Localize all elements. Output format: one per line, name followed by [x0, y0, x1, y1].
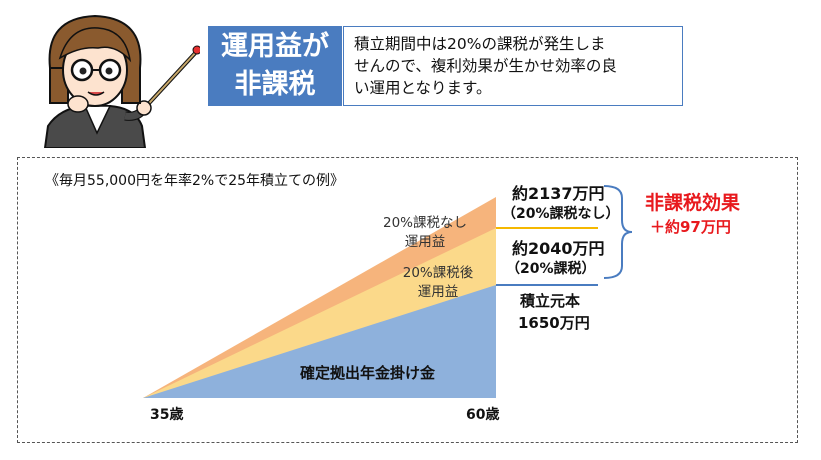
title-line-1: 運用益が — [221, 31, 329, 62]
axis-start-label: 35歳 — [150, 407, 184, 423]
description-box: 積立期間中は20%の課税が発生しま せんので、複利効果が生かせ効率の良 い運用と… — [343, 26, 683, 106]
taxed-gain-label: 20%課税後 運用益 — [398, 264, 478, 302]
title-box: 運用益が 非課税 — [208, 26, 342, 106]
effect-bracket — [603, 185, 633, 279]
title-line-2: 非課税 — [234, 69, 316, 100]
taxed-gain-label-line2: 運用益 — [417, 284, 459, 300]
effect-title: 非課税効果 — [645, 192, 741, 214]
axis-end-label: 60歳 — [466, 407, 500, 423]
taxed-note: （20%課税） — [506, 261, 596, 277]
untaxed-gain-label-line2: 運用益 — [404, 234, 446, 250]
principal-area — [143, 285, 496, 398]
untaxed-gain-label: 20%課税なし 運用益 — [380, 214, 470, 252]
principal-amount: 1650万円 — [518, 314, 590, 332]
untaxed-gain-label-line1: 20%課税なし — [382, 215, 467, 231]
teacher-illustration — [43, 14, 200, 148]
description-line: せんので、複利効果が生かせ効率の良 — [354, 57, 617, 75]
taxed-amount: 約2040万円 — [512, 239, 605, 258]
description-line: 積立期間中は20%の課税が発生しま — [354, 35, 606, 53]
effect-value: ＋約97万円 — [650, 218, 731, 236]
principal-area-label: 確定拠出年金掛け金 — [300, 364, 436, 382]
principal-title: 積立元本 — [520, 292, 581, 310]
example-title: 《毎月55,000円を年率2%で25年積立ての例》 — [45, 173, 345, 189]
description-line: い運用となります。 — [354, 79, 492, 97]
taxed-gain-label-line1: 20%課税後 — [402, 265, 474, 281]
untaxed-amount: 約2137万円 — [512, 184, 605, 203]
example-frame — [17, 157, 798, 443]
untaxed-note: （20%課税なし） — [502, 206, 620, 222]
